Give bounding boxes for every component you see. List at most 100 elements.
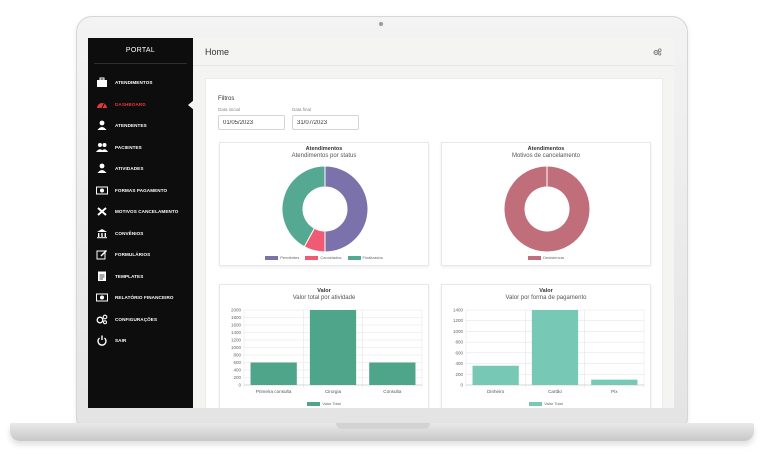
sidebar-item-label: FORMULÁRIOS [115,252,151,258]
bar-cirurgia[interactable] [309,310,357,385]
bar-consulta[interactable] [369,362,416,386]
users-icon [96,142,108,152]
briefcase-icon [96,77,108,88]
sidebar-item-configura-es[interactable]: CONFIGURAÇÕES [88,309,193,331]
legend-label: Valor Total [322,401,341,406]
dashboard-icon [96,99,108,109]
x-tick-label: Primeira consulta [256,389,292,394]
y-tick-label: 1000 [231,345,242,350]
chart-title: Atendimentos [527,146,565,152]
sidebar-item-relat-rio-financeiro[interactable]: RELATÓRIO FINANCEIRO [88,287,193,309]
bar-pix[interactable] [591,379,638,385]
main-content: Home Filtros Data inicial Data final [193,38,674,408]
chart-subtitle: Atendimentos por status [291,153,357,159]
laptop-base [10,423,754,441]
sidebar-item-atendentes[interactable]: ATENDENTES [88,115,193,137]
legend-label: Valor Total [544,401,563,406]
money-icon [96,185,108,195]
pie-slice-finalizados[interactable] [281,165,326,248]
sidebar-item-label: PACIENTES [115,144,142,150]
sidebar-item-formul-rios[interactable]: FORMULÁRIOS [88,244,193,266]
bank-icon [96,228,108,238]
laptop-notch [336,423,430,429]
sidebar-item-conv-nios[interactable]: CONVÊNIOS [88,223,193,245]
legend-item[interactable]: Desistencia [528,255,564,260]
status-chart-panel: Atendimentos Atendimentos por status Pen… [219,142,429,266]
bar-cart-o[interactable] [531,310,579,385]
y-tick-label: 2000 [231,308,242,313]
app-screen: PORTAL ATENDIMENTOS DASHBOARD ATENDENTES PA… [88,38,674,408]
chart-title: Valor [317,288,331,294]
x-tick-label: Cirurgia [325,389,342,394]
close-icon [96,207,108,217]
y-tick-label: 1200 [453,318,464,323]
document-icon [96,271,108,281]
camera-dot [379,22,383,26]
page-title: Home [205,46,230,57]
payment-bar-chart: 0 200 400 600 800 1000 1200 1400 Dinheiro Cartão P… [453,308,645,394]
edit-icon [96,250,108,260]
legend-swatch [265,255,279,260]
sidebar-item-label: DASHBOARD [115,101,146,107]
sidebar-menu: ATENDIMENTOS DASHBOARD ATENDENTES PACIENTES… [88,72,194,352]
sidebar-item-label: CONFIGURAÇÕES [115,316,158,322]
chart-legend: Valor Total [442,401,650,406]
sidebar-item-templates[interactable]: TEMPLATES [88,266,193,288]
sidebar-item-dashboard[interactable]: DASHBOARD [88,94,194,116]
sidebar-item-label: FORMAS PAGAMENTO [115,187,168,193]
activity-bar-chart: 0 200 400 600 800 1000 1200 1400 1600 1800 2000 Pri… [231,308,423,394]
legend-item[interactable]: Cancelados [305,255,342,260]
sidebar-item-label: ATIVIDADES [115,166,144,172]
sidebar-item-label: ATENDIMENTOS [115,80,153,86]
bar-primeira-consulta[interactable] [250,362,297,386]
sidebar-item-atendimentos[interactable]: ATENDIMENTOS [88,72,193,94]
legend-item[interactable]: Pendentes [265,255,299,260]
pie-slice-pendentes[interactable] [324,165,369,253]
brand-title[interactable]: PORTAL [94,38,187,64]
sidebar-item-label: RELATÓRIO FINANCEIRO [115,295,174,301]
legend-item[interactable]: Finalizados [347,255,383,260]
sidebar-item-formas-pagamento[interactable]: FORMAS PAGAMENTO [88,180,193,202]
gears-icon[interactable] [653,43,662,61]
status-donut-chart [281,165,369,253]
legend-item[interactable]: Valor Total [307,401,341,406]
sidebar-item-label: MOTIVOS CANCELAMENTO [115,209,179,215]
sidebar-item-sair[interactable]: SAIR [88,330,193,352]
end-date-label: Data final [292,107,312,112]
y-tick-label: 600 [233,360,241,365]
y-tick-label: 1400 [453,308,464,313]
sidebar-item-motivos-cancelamento[interactable]: MOTIVOS CANCELAMENTO [88,201,193,223]
chart-legend: Pendentes Cancelados Finalizados [220,255,428,260]
bar-dinheiro[interactable] [472,365,519,385]
chart-subtitle: Valor total por atividade [292,295,356,301]
legend-item[interactable]: Valor Total [529,401,563,406]
chart-title: Atendimentos [305,146,343,152]
x-tick-label: Pix [611,389,618,394]
sidebar: PORTAL ATENDIMENTOS DASHBOARD ATENDENTES PA… [88,38,194,408]
legend-swatch [529,401,543,406]
dashboard-card: Filtros Data inicial Data final Atendime… [205,78,663,408]
x-tick-label: Dinheiro [487,389,505,394]
y-tick-label: 1400 [231,330,242,335]
y-tick-label: 1600 [231,323,242,328]
chart-legend: Valor Total [220,401,428,406]
legend-label: Desistencia [543,255,564,260]
gears-icon [96,314,108,325]
value-by-activity-panel: Valor Valor total por atividade 0 200 400 6… [219,284,429,408]
y-tick-label: 600 [455,350,463,355]
start-date-input[interactable] [218,115,285,130]
sidebar-item-pacientes[interactable]: PACIENTES [88,137,193,159]
chart-title: Valor [539,288,553,294]
sidebar-item-label: TEMPLATES [115,273,144,279]
legend-label: Cancelados [320,255,342,260]
chart-legend: Desistencia [442,255,650,260]
pie-slice-desistencia[interactable] [503,165,591,253]
sidebar-item-label: ATENDENTES [115,123,147,129]
end-date-input[interactable] [292,115,359,130]
money-icon [96,293,108,303]
sidebar-item-atividades[interactable]: ATIVIDADES [88,158,193,180]
y-tick-label: 800 [233,353,241,358]
y-tick-label: 1000 [453,329,464,334]
cancel-donut-chart [503,165,591,253]
